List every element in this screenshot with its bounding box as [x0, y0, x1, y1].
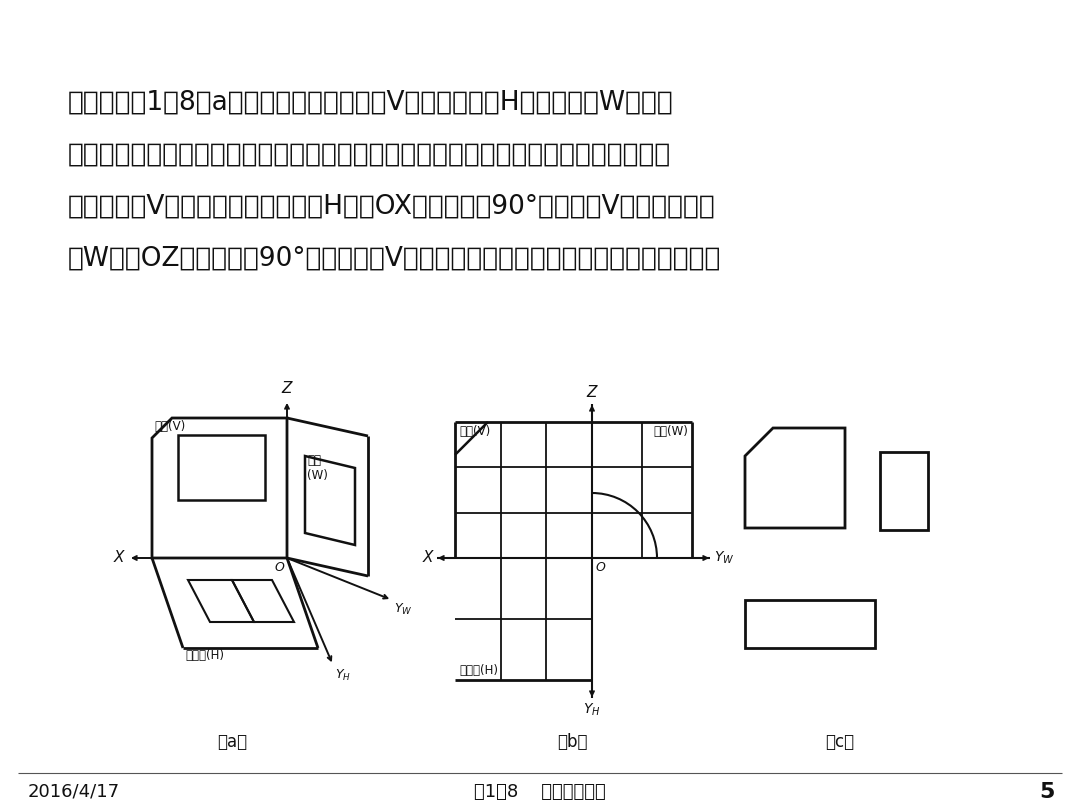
Text: 5: 5 [1040, 782, 1055, 802]
Text: 们使正面（V）保持不动，水平面（H）绕OX轴向下旋轤90°与正面（V）重合，侧面: 们使正面（V）保持不动，水平面（H）绕OX轴向下旋轤90°与正面（V）重合，侧面 [68, 194, 716, 220]
Text: 正面(V): 正面(V) [459, 425, 490, 438]
Text: $Y_H$: $Y_H$ [335, 668, 351, 683]
Polygon shape [287, 418, 368, 576]
Text: （c）: （c） [825, 733, 854, 751]
Text: $Y_H$: $Y_H$ [583, 702, 600, 718]
Text: $Y_W$: $Y_W$ [714, 550, 734, 566]
Text: X: X [113, 551, 124, 565]
Text: 水平面(H): 水平面(H) [459, 664, 498, 677]
Text: Z: Z [586, 385, 597, 400]
Text: 侧面
(W): 侧面 (W) [307, 454, 328, 482]
Text: 2016/4/17: 2016/4/17 [28, 783, 120, 801]
Text: 到垫鐵的三个视图，但三个投影面还是互相垂直的。为了把三个视图画在一张纸上，我: 到垫鐵的三个视图，但三个投影面还是互相垂直的。为了把三个视图画在一张纸上，我 [68, 142, 672, 168]
Text: X: X [422, 551, 433, 565]
Text: O: O [274, 561, 284, 574]
Polygon shape [152, 418, 287, 558]
Text: 水平面(H): 水平面(H) [185, 649, 224, 662]
Polygon shape [152, 558, 318, 648]
Bar [880, 452, 928, 530]
Text: （W）绕OZ轴向右旋轤90°也与正面（V）重合，即得投影面展平后的三个视图，如图: （W）绕OZ轴向右旋轤90°也与正面（V）重合，即得投影面展平后的三个视图，如图 [68, 246, 721, 272]
Text: （b）: （b） [557, 733, 588, 751]
Text: Z: Z [282, 381, 293, 396]
Text: 图1－8    垫鐵的三视图: 图1－8 垫鐵的三视图 [474, 783, 606, 801]
Text: 正面(V): 正面(V) [154, 420, 186, 433]
Text: $Y_W$: $Y_W$ [394, 602, 413, 617]
Polygon shape [745, 428, 845, 528]
Text: 侧面(W): 侧面(W) [653, 425, 688, 438]
Bar [745, 600, 875, 648]
Text: O: O [595, 561, 605, 574]
Text: 展开：如图1－8（a）所示。虽然在正面（V）、水平面（H）、侧面（W）上得: 展开：如图1－8（a）所示。虽然在正面（V）、水平面（H）、侧面（W）上得 [68, 90, 674, 116]
Text: （a）: （a） [217, 733, 247, 751]
